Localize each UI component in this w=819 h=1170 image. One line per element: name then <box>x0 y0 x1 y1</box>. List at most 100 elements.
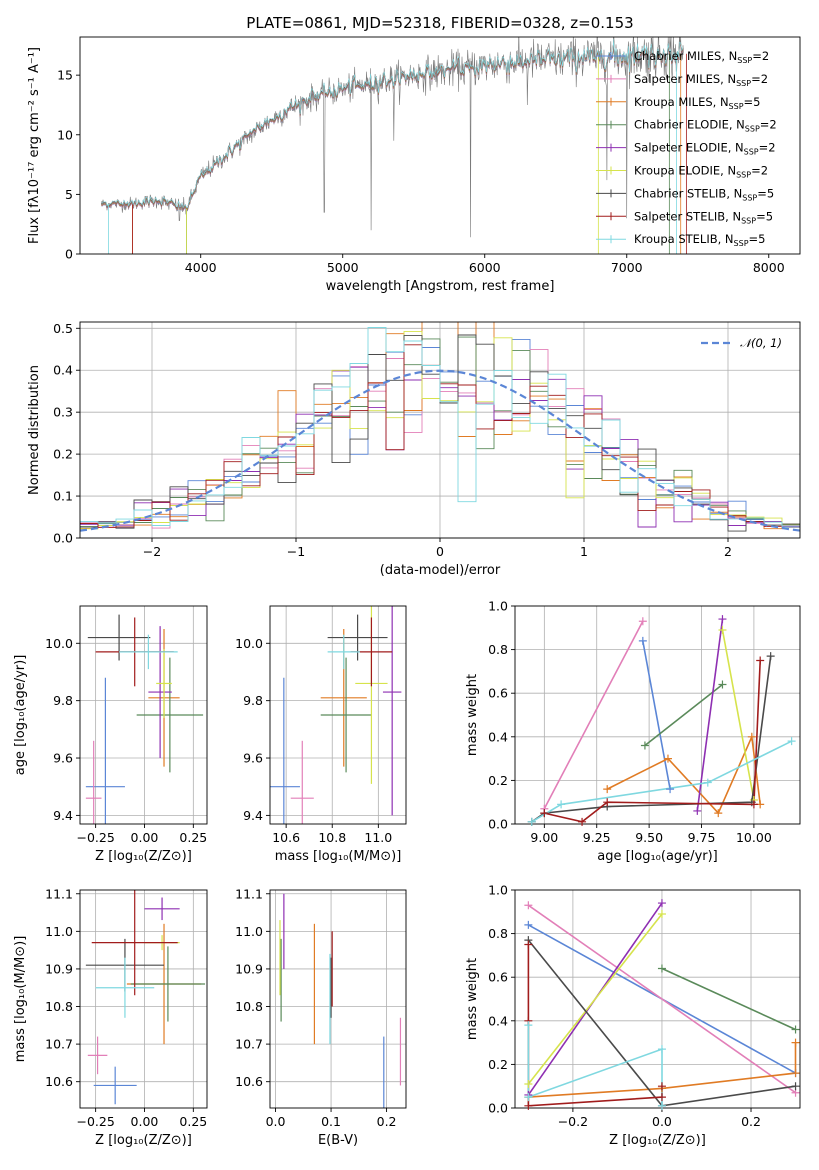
legend-subscript: SSP <box>745 125 760 134</box>
y-tick-label: 10.9 <box>45 961 73 976</box>
y-tick-label: 0.0 <box>53 531 73 546</box>
weight-marker <box>791 1038 800 1047</box>
axes-frame <box>79 36 801 255</box>
weight-marker <box>524 920 533 929</box>
legend-suffix: =2 <box>751 72 768 86</box>
x-axis-label: mass [log₁₀(M/M⊙)] <box>275 849 402 864</box>
weight-marker <box>640 741 649 750</box>
y-tick-label: 10.6 <box>235 1074 263 1089</box>
axes-frame <box>269 889 407 1109</box>
y-axis-label: mass [log₁₀(M/M⊙)] <box>13 936 28 1063</box>
legend-subscript: SSP <box>736 79 751 88</box>
y-axis-label: mass weight <box>465 674 480 756</box>
weight-marker <box>524 1101 533 1110</box>
legend-subscript: SSP <box>737 56 752 65</box>
weight-line <box>527 904 796 1094</box>
weight-line <box>721 629 755 801</box>
y-tick-label: 0.0 <box>488 817 508 832</box>
y-axis-label: Flux [fλ10⁻¹⁷ erg cm⁻² s⁻¹ A⁻¹] <box>27 47 42 244</box>
legend-entry: Kroupa ELODIE, NSSP=2 <box>634 164 768 180</box>
spectrum-panel: 4000 5000 6000 7000 8000 0 5 10 15 wavelength [An… <box>27 36 801 294</box>
weight-marker <box>638 636 647 645</box>
residuals-plot-area <box>80 322 800 532</box>
x-axis-label: Z [log₁₀(Z/Z⊙)] <box>95 849 192 864</box>
spectrum-plot-area <box>101 37 687 254</box>
weight-marker <box>578 817 587 826</box>
weight-marker <box>603 785 612 794</box>
weight-line <box>531 655 772 823</box>
axes-frame <box>269 605 407 825</box>
x-tick-label: −0.2 <box>558 1114 588 1129</box>
axes-frame <box>514 889 801 1109</box>
y-axis-label: mass weight <box>465 958 480 1040</box>
legend-suffix: =2 <box>752 49 769 63</box>
legend-entry: Chabrier MILES, NSSP=2 <box>634 49 769 65</box>
legend-suffix: =2 <box>759 141 776 155</box>
legend-subscript: SSP <box>729 102 744 111</box>
y-tick-label: 0.6 <box>488 686 508 701</box>
legend-suffix: =2 <box>760 118 777 132</box>
x-tick-label: 9.00 <box>530 830 558 845</box>
x-tick-label: 0.2 <box>377 1114 397 1129</box>
legend-subscript: SSP <box>744 148 759 157</box>
x-tick-label: 9.50 <box>635 830 663 845</box>
weight-line <box>528 1042 797 1098</box>
y-axis-label: Normed distribution <box>27 365 42 495</box>
x-tick-label: −1 <box>287 544 305 559</box>
y-tick-label: 9.6 <box>53 751 73 766</box>
y-tick-label: 1.0 <box>488 883 508 898</box>
y-tick-label: 0.8 <box>488 642 508 657</box>
y-tick-label: 5 <box>65 187 73 202</box>
weight-marker <box>557 800 566 809</box>
y-axis-label: age [log₁₀(age/yr)] <box>13 655 28 776</box>
weight-marker <box>524 940 533 949</box>
legend-subscript: SSP <box>734 239 749 248</box>
weight-line <box>606 733 761 815</box>
page-title: PLATE=0861, MJD=52318, FIBERID=0328, z=0… <box>246 14 633 32</box>
legend-entry: 𝒩(0, 1) <box>740 336 782 350</box>
x-tick-label: 0.1 <box>321 1114 341 1129</box>
weight-marker <box>657 909 666 918</box>
weight-marker <box>791 1082 800 1091</box>
mass-vs-Z-panel: −0.25 0.00 0.25 10.6 10.7 10.8 10.9 11.0 11.1 Z [… <box>13 886 208 1148</box>
y-tick-label: 0.0 <box>488 1101 508 1116</box>
x-tick-label: 4000 <box>185 260 217 275</box>
y-tick-label: 0.4 <box>488 729 508 744</box>
x-tick-label: 5000 <box>327 260 359 275</box>
weight-marker <box>540 809 549 818</box>
x-tick-label: 10.8 <box>318 830 346 845</box>
y-tick-label: 0.4 <box>53 363 73 378</box>
weight-marker <box>657 1082 666 1091</box>
y-tick-label: 9.8 <box>53 693 73 708</box>
mass-vs-ebv-plot-area <box>279 893 402 1108</box>
x-tick-label: 0.00 <box>131 830 159 845</box>
y-tick-label: 9.4 <box>53 808 73 823</box>
legend-suffix: =5 <box>749 232 766 246</box>
x-axis-label: E(B-V) <box>318 1133 358 1148</box>
age-vs-Z-plot-area <box>85 614 204 824</box>
weight-marker <box>657 899 666 908</box>
weight-marker <box>791 1025 800 1034</box>
weight-marker <box>524 1021 533 1030</box>
y-tick-label: 0.4 <box>488 1013 508 1028</box>
weight-marker <box>693 806 702 815</box>
normal-reference-curve <box>80 369 800 532</box>
x-tick-label: 0.0 <box>652 1114 672 1129</box>
weight-marker <box>524 901 533 910</box>
y-tick-label: 10.0 <box>45 636 73 651</box>
weight-line <box>527 913 663 1085</box>
weight-marker <box>657 1093 666 1102</box>
weight-marker <box>527 817 536 826</box>
weight-marker <box>756 656 765 665</box>
age-vs-mass-panel: 10.6 10.8 11.0 9.4 9.6 9.8 10.0 mass [log₁₀(M/M… <box>235 605 407 864</box>
mass-vs-ebv-panel: 0.0 0.1 0.2 10.6 10.7 10.8 10.9 11.0 11.1 E(B-V) <box>235 886 407 1148</box>
weight-marker <box>718 680 727 689</box>
weight-line <box>544 660 761 823</box>
legend-entry: Salpeter ELODIE, NSSP=2 <box>634 141 776 157</box>
legend-entry: Chabrier STELIB, NSSP=5 <box>634 186 774 202</box>
weight-marker <box>714 809 723 818</box>
weight-marker <box>638 617 647 626</box>
x-tick-label: 9.75 <box>688 830 716 845</box>
weight-marker <box>663 754 672 763</box>
